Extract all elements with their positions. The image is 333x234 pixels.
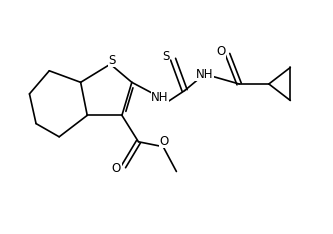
Text: NH: NH xyxy=(196,68,213,80)
Text: O: O xyxy=(112,162,121,175)
Text: S: S xyxy=(162,50,169,63)
Text: S: S xyxy=(108,54,116,67)
Text: O: O xyxy=(216,45,226,58)
Text: NH: NH xyxy=(151,91,168,104)
Text: O: O xyxy=(159,135,168,148)
